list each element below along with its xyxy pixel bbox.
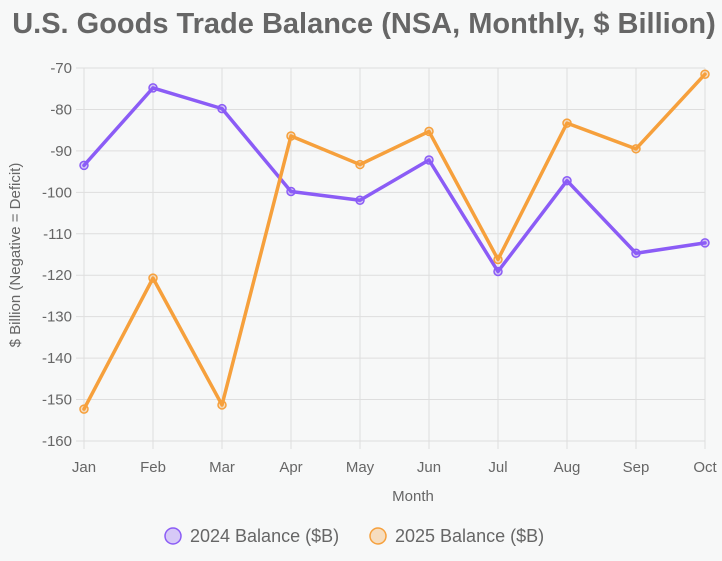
x-axis-title: Month xyxy=(392,488,434,505)
data-point[interactable] xyxy=(493,266,503,277)
y-tick-label: -140 xyxy=(42,350,72,367)
data-point[interactable] xyxy=(424,126,434,137)
data-point[interactable] xyxy=(355,159,365,170)
y-axis-title: $ Billion (Negative = Deficit) xyxy=(7,163,24,348)
y-tick-label: -70 xyxy=(50,60,72,77)
y-tick-label: -150 xyxy=(42,392,72,409)
y-axis-ticks: -70 -80 -90 -100 -110 -120 -130 -140 -150 -160 xyxy=(42,60,72,450)
legend-item[interactable]: 2024 Balance ($B) xyxy=(164,526,339,546)
legend: 2024 Balance ($B) 2025 Balance ($B) xyxy=(164,526,544,546)
data-point[interactable] xyxy=(562,175,572,186)
data-point[interactable] xyxy=(217,103,227,114)
data-point[interactable] xyxy=(148,273,158,283)
data-point[interactable] xyxy=(286,186,296,197)
legend-label: 2024 Balance ($B) xyxy=(190,526,339,546)
x-axis-ticks: Jan Feb Mar Apr May Jun Jul Aug Sep Oct xyxy=(72,459,718,476)
x-tick-label: Jun xyxy=(417,459,441,476)
data-point[interactable] xyxy=(424,155,434,165)
legend-swatch xyxy=(164,527,182,545)
data-point[interactable] xyxy=(79,404,89,414)
x-tick-label: Feb xyxy=(140,459,166,476)
y-tick-label: -90 xyxy=(50,143,72,160)
data-point[interactable] xyxy=(700,69,710,79)
y-tick-label: -80 xyxy=(50,101,72,118)
x-tick-label: May xyxy=(346,459,375,476)
data-point[interactable] xyxy=(355,195,365,205)
x-tick-label: Oct xyxy=(693,459,717,476)
x-tick-label: Sep xyxy=(623,459,650,476)
y-tick-label: -160 xyxy=(42,433,72,450)
x-tick-label: Aug xyxy=(554,459,581,476)
data-point[interactable] xyxy=(148,83,158,93)
x-tick-label: Jul xyxy=(488,459,507,476)
data-point[interactable] xyxy=(286,131,296,141)
y-tick-label: -100 xyxy=(42,184,72,201)
data-point[interactable] xyxy=(493,254,503,265)
x-tick-label: Mar xyxy=(209,459,235,476)
data-point[interactable] xyxy=(700,238,710,248)
legend-item[interactable]: 2025 Balance ($B) xyxy=(369,526,544,546)
data-point[interactable] xyxy=(217,400,227,410)
series-lines xyxy=(79,69,710,414)
legend-label: 2025 Balance ($B) xyxy=(395,526,544,546)
series-line xyxy=(82,86,707,274)
data-point[interactable] xyxy=(631,144,641,154)
x-tick-label: Apr xyxy=(279,459,302,476)
data-point[interactable] xyxy=(562,118,572,128)
grid xyxy=(76,67,706,449)
series-2025-balance-b xyxy=(79,69,710,414)
y-tick-label: -120 xyxy=(42,267,72,284)
chart-title: U.S. Goods Trade Balance (NSA, Monthly, … xyxy=(12,8,716,40)
data-point[interactable] xyxy=(79,160,89,171)
series-2024-balance-b xyxy=(79,83,710,277)
legend-swatch xyxy=(369,527,387,545)
x-tick-label: Jan xyxy=(72,459,96,476)
y-tick-label: -110 xyxy=(43,226,72,243)
series-line xyxy=(82,72,707,411)
data-point[interactable] xyxy=(631,248,641,259)
y-tick-label: -130 xyxy=(42,309,72,326)
